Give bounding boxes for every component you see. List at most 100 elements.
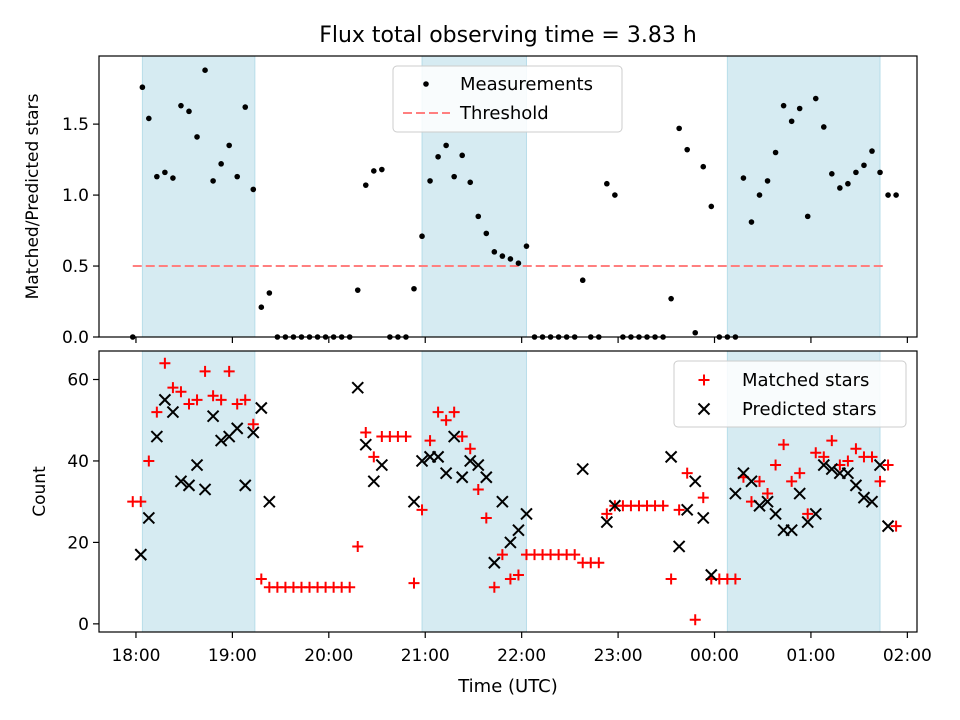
predicted-stars-point (166, 405, 180, 419)
shaded-span (141, 55, 256, 338)
predicted-stars-point (857, 491, 871, 504)
matched-stars-point (762, 488, 774, 500)
measurement-point (226, 142, 232, 149)
measurement-point (845, 180, 851, 187)
measurement-point (194, 134, 200, 140)
measurement-point (740, 175, 747, 181)
measurement-point (796, 105, 803, 112)
x-axis-label: Time (UTC) (457, 676, 558, 697)
measurement-point (780, 102, 787, 109)
matched-stars-point (673, 504, 685, 516)
measurement-point (837, 185, 843, 191)
matched-stars-point (472, 483, 484, 495)
y-tick-label: 0.0 (62, 328, 89, 348)
matched-stars-point (826, 435, 838, 447)
measurement-point (459, 152, 465, 159)
matched-stars-point (593, 557, 605, 569)
predicted-stars-point (809, 507, 822, 521)
matched-stars-point (231, 398, 243, 410)
predicted-stars-point (351, 381, 364, 394)
predicted-stars-point (753, 499, 766, 512)
predicted-stars-point (512, 523, 525, 537)
measurement-point (668, 295, 674, 302)
predicted-stars-point (182, 479, 196, 492)
shaded-span (421, 350, 527, 633)
matched-stars-point (569, 549, 581, 561)
measurement-point (427, 178, 433, 184)
matched-stars-point (159, 357, 171, 369)
legend-box (392, 65, 623, 133)
matched-stars-point (135, 496, 147, 508)
matched-stars-point (183, 398, 195, 410)
predicted-stars-point (705, 568, 718, 582)
predicted-stars-point (158, 393, 172, 407)
predicted-stars-point (729, 487, 742, 500)
measurement-point (604, 180, 610, 187)
measurement-point (419, 233, 425, 240)
matched-stars-point (167, 382, 179, 394)
predicted-stars-point (881, 519, 895, 533)
measurement-point (748, 219, 755, 225)
measurement-point (266, 290, 273, 296)
predicted-stars-point (785, 523, 798, 537)
measurement-point (893, 192, 899, 198)
predicted-stars-point (375, 458, 389, 472)
matched-stars-point (247, 418, 259, 430)
matched-stars-point (223, 365, 235, 377)
bottom-panel: 0 20 40 60 Count 18:00 19:00 20:00 21:00 22:00 23:… (30, 350, 932, 666)
matched-stars-point (440, 414, 452, 426)
predicted-stars-point (608, 499, 622, 512)
matched-stars-point (400, 431, 412, 443)
matched-stars-point (368, 451, 380, 463)
measurement-point (154, 173, 160, 180)
measurement-point (354, 287, 361, 293)
matched-stars-point (480, 512, 492, 524)
matched-stars-point (890, 520, 902, 532)
matched-stars-point (255, 573, 267, 585)
measurement-point (612, 192, 618, 198)
legend-label-measurements: Measurements (460, 74, 593, 95)
matched-stars-point (850, 443, 862, 455)
legend-marker-matched (698, 374, 710, 386)
legend-marker-measurements (423, 81, 429, 87)
measurement-point (885, 192, 891, 198)
predicted-stars-point (825, 462, 839, 476)
x-tick-label: 18:00 (111, 646, 160, 666)
matched-stars-point (352, 540, 364, 552)
x-tick-label: 01:00 (786, 646, 835, 666)
matched-stars-point (207, 390, 219, 402)
matched-stars-point (360, 426, 372, 438)
predicted-stars-point (664, 450, 678, 464)
predicted-stars-point (439, 466, 453, 480)
matched-stars-point (151, 406, 163, 418)
predicted-stars-point (247, 426, 260, 439)
measurement-point (853, 169, 859, 176)
measurement-point (186, 108, 192, 115)
matched-stars-point (665, 573, 677, 585)
top-axes-frame (98, 55, 918, 338)
matched-stars-point (199, 365, 211, 377)
measurement-point (258, 304, 265, 310)
measurement-point (162, 169, 168, 176)
matched-stars-point (794, 467, 806, 479)
measurement-point (515, 260, 522, 267)
measurement-point (700, 163, 707, 170)
matched-stars-point (810, 447, 822, 459)
matched-stars-point (175, 386, 187, 398)
matched-stars-point (464, 443, 476, 455)
top-panel: 0.0 0.5 1.0 1.5 Matched/Predicted stars Measu… (23, 55, 918, 348)
measurement-point (362, 182, 369, 188)
y-tick-label: 40 (67, 452, 89, 472)
matched-stars-point (448, 406, 460, 418)
matched-stars-point (215, 394, 227, 406)
predicted-stars-point (865, 495, 879, 508)
y-axis-label: Matched/Predicted stars (23, 93, 43, 299)
measurement-point (451, 173, 457, 180)
matched-stars-point (416, 504, 428, 516)
matched-stars-point (424, 435, 436, 447)
measurement-point (379, 166, 385, 173)
x-tick-label: 20:00 (304, 646, 353, 666)
measurement-point (483, 230, 490, 237)
top-legend: Measurements Threshold (392, 65, 623, 133)
bottom-axes-frame (98, 350, 918, 633)
